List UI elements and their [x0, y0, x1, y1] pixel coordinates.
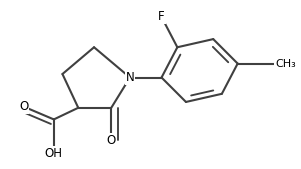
- Text: F: F: [158, 10, 165, 23]
- Text: OH: OH: [45, 147, 63, 160]
- Text: O: O: [19, 100, 28, 113]
- Text: N: N: [126, 71, 134, 84]
- Text: CH₃: CH₃: [275, 58, 296, 69]
- Text: O: O: [107, 134, 116, 147]
